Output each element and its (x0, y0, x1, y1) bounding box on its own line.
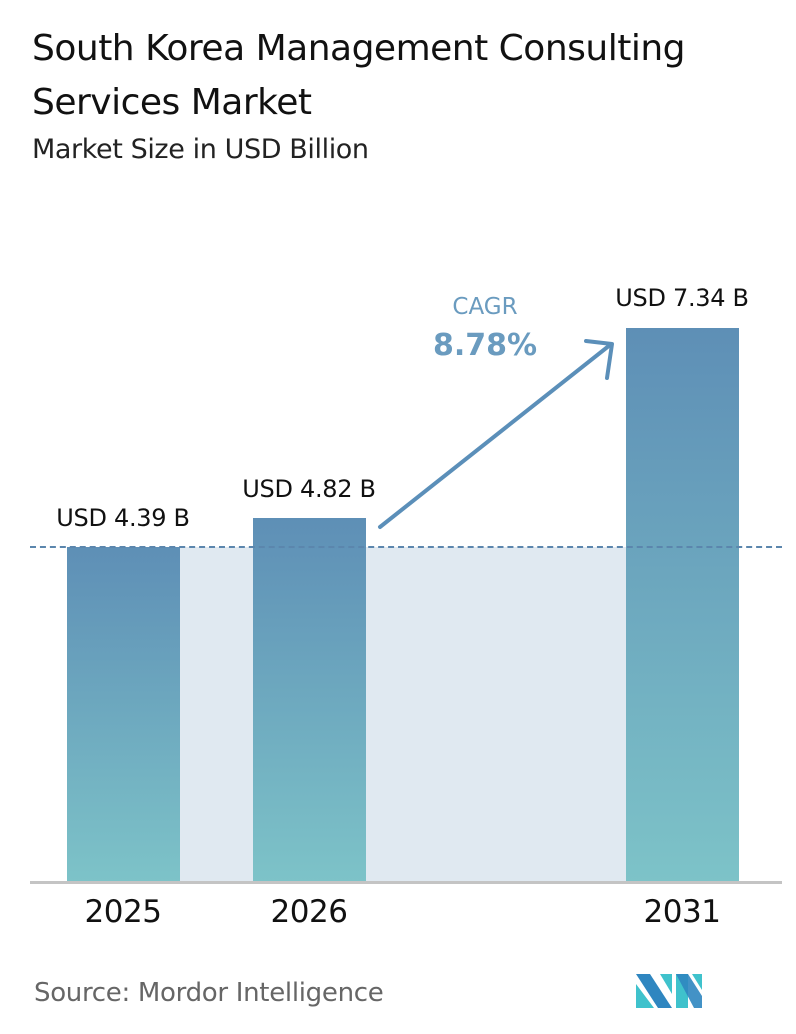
source-text: Source: Mordor Intelligence (34, 978, 384, 1008)
value-label-2031: USD 7.34 B (615, 284, 749, 312)
x-label-2025: 2025 (84, 894, 162, 930)
bar-2031 (626, 328, 739, 882)
chart-subtitle: Market Size in USD Billion (32, 134, 369, 165)
x-label-2031: 2031 (643, 894, 721, 930)
cagr-label: CAGR (452, 294, 518, 320)
x-axis-line (30, 881, 782, 884)
chart-title: South Korea Management Consulting Servic… (32, 28, 686, 123)
mordor-intelligence-logo-icon (636, 974, 702, 1008)
cagr-value: 8.78% (432, 328, 538, 363)
bar-2025 (67, 547, 180, 882)
reference-dashed-line (30, 546, 782, 548)
bar-2026 (253, 518, 366, 882)
x-label-2026: 2026 (270, 894, 348, 930)
value-label-2025: USD 4.39 B (56, 504, 190, 532)
value-label-2026: USD 4.82 B (242, 475, 376, 503)
